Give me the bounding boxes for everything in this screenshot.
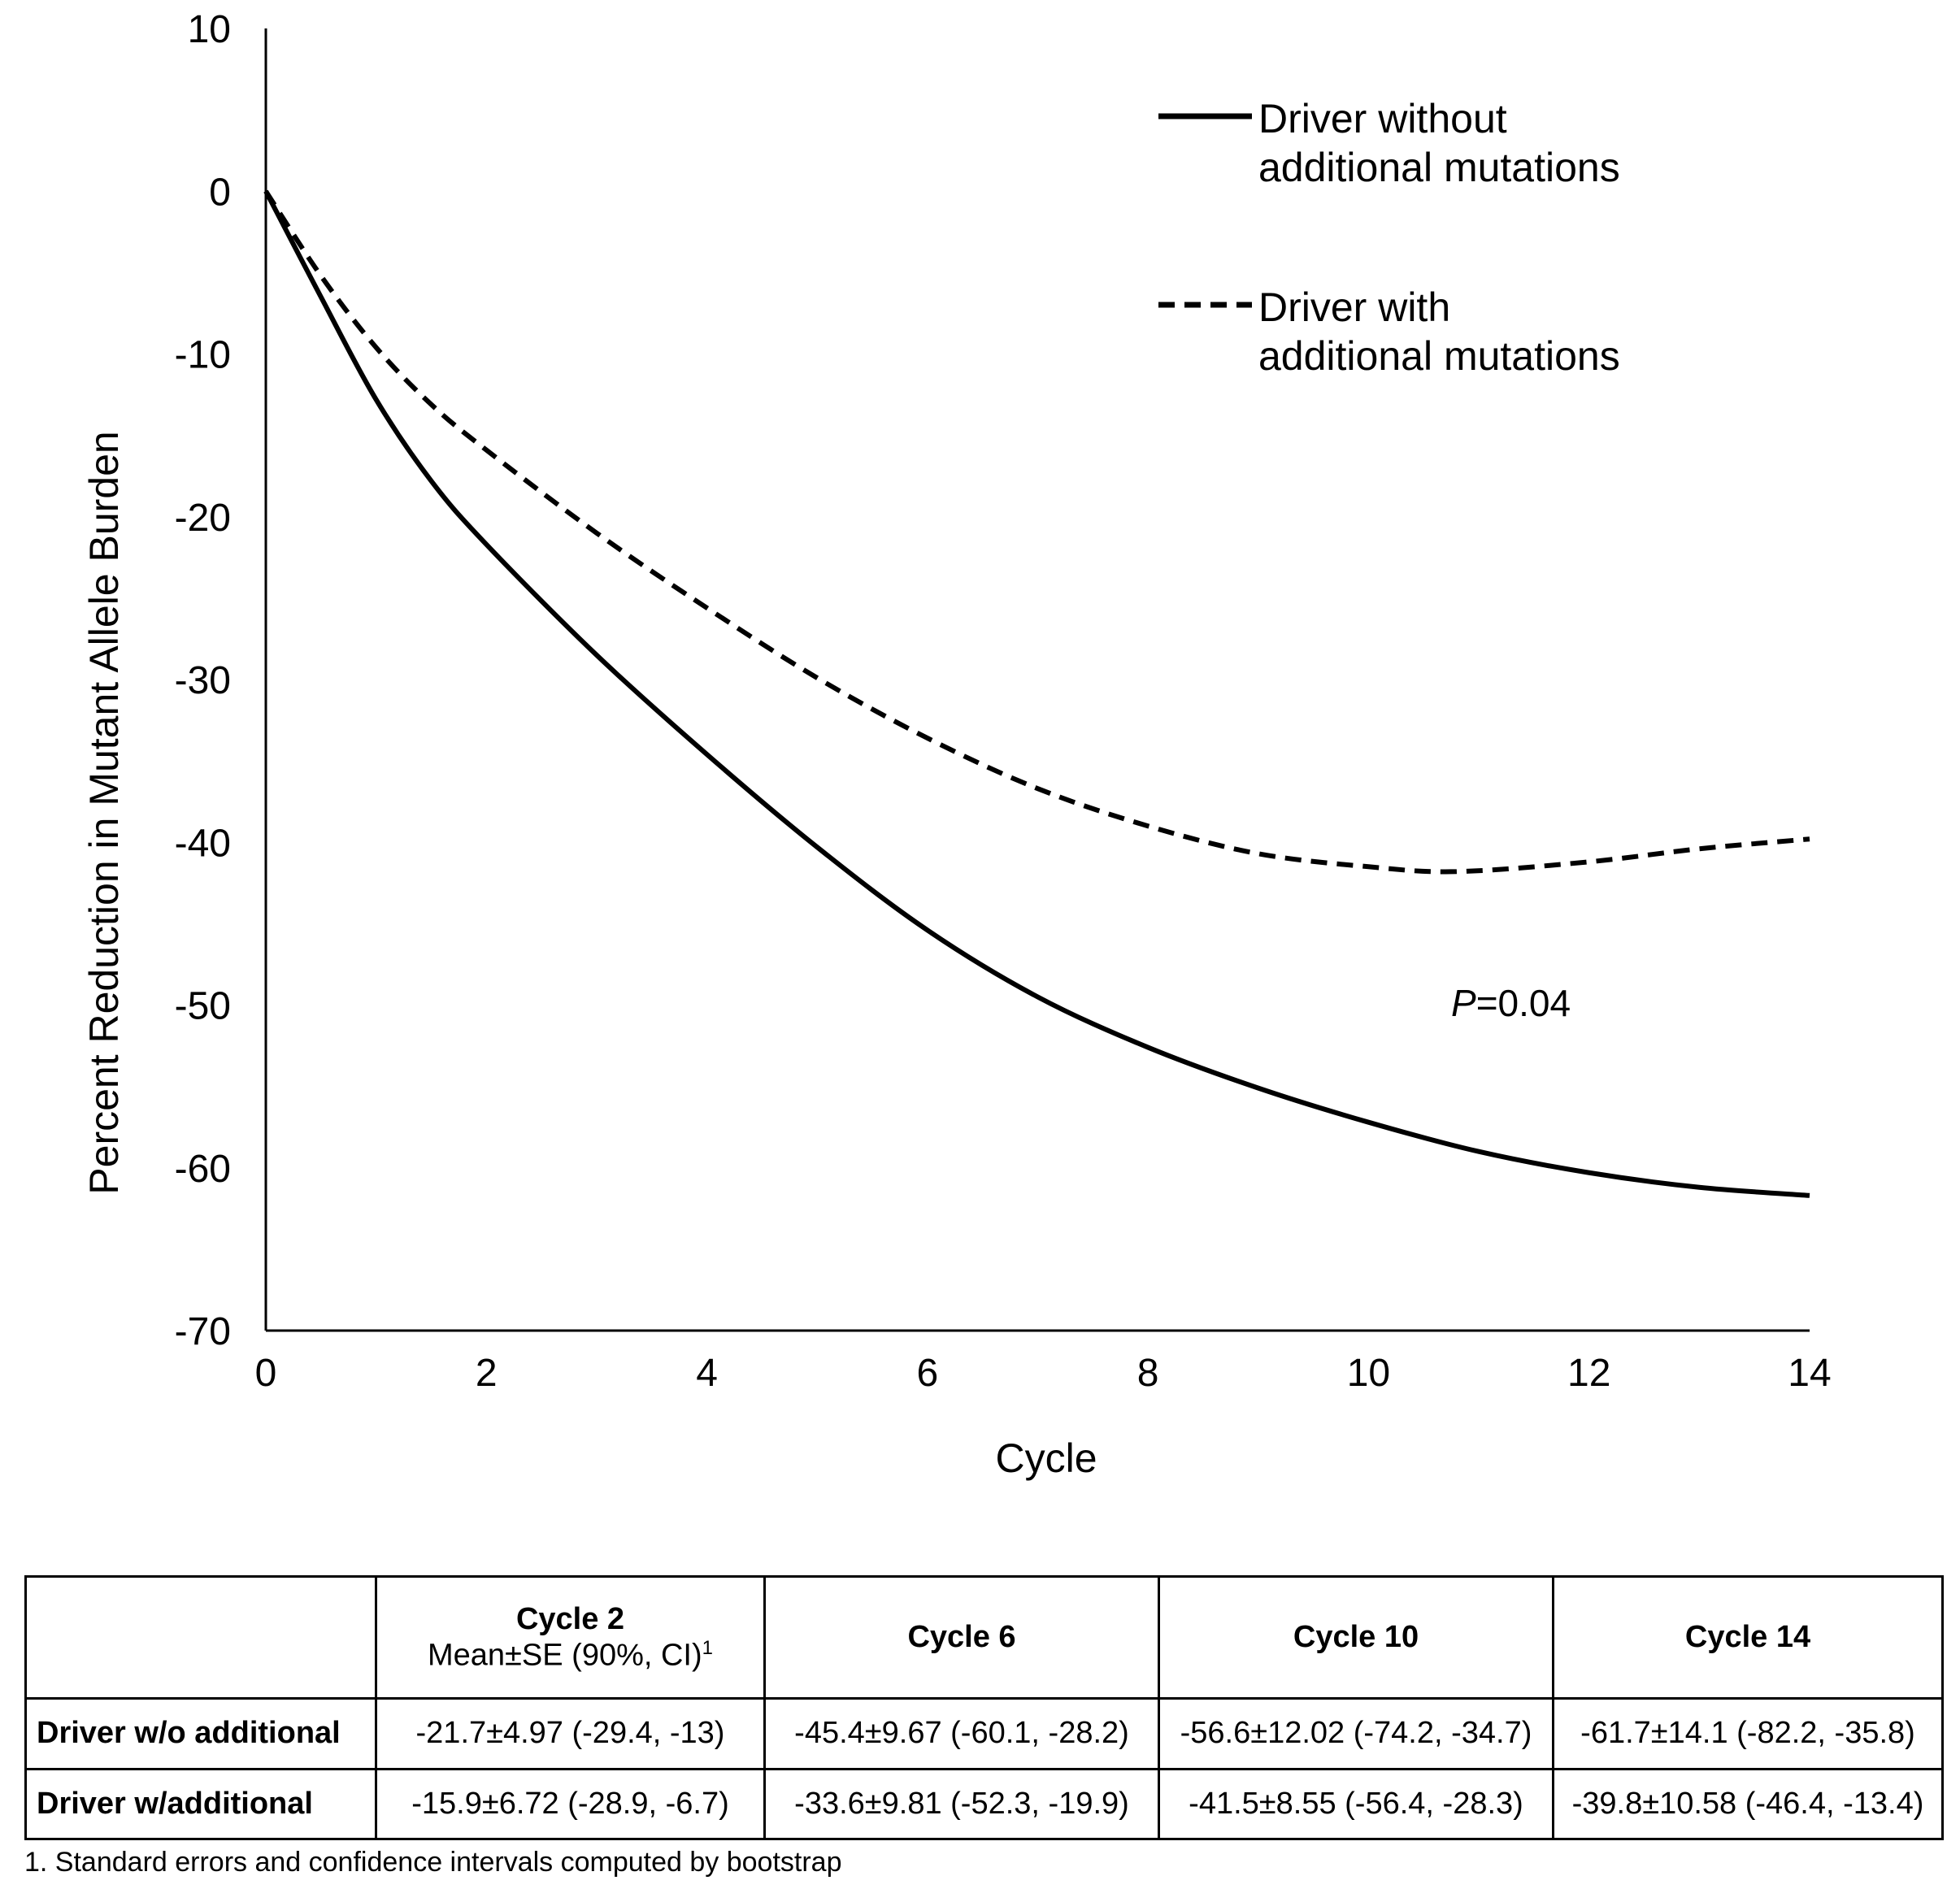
table-row-label: Driver w/o additional — [24, 1697, 377, 1770]
series-line-with-additional — [263, 189, 1810, 875]
footnote-marker: 1 — [702, 1636, 713, 1659]
legend-label-dashed-line1: Driver with — [1258, 284, 1450, 330]
y-tick-label: -60 — [175, 1148, 231, 1191]
x-axis-ticks: 0 2 4 6 8 10 12 14 — [255, 1352, 1832, 1395]
table-header-title: Cycle 2 — [515, 1601, 625, 1636]
table-cell: -41.5±8.55 (-56.4, -28.3) — [1158, 1767, 1554, 1840]
p-value-italic: P — [1451, 982, 1476, 1024]
table-header-cycle-10: Cycle 10 — [1158, 1575, 1554, 1700]
line-chart: 10 0 -10 -20 -30 -40 -50 -60 -70 0 2 4 6 8 10 12 14 Per… — [81, 8, 1832, 1481]
table-cell: -61.7±14.1 (-82.2, -35.8) — [1552, 1697, 1944, 1770]
y-tick-label: -70 — [175, 1310, 231, 1353]
legend-label-dashed-line2: additional mutations — [1258, 333, 1620, 379]
summary-table: Cycle 2 Mean±SE (90%, CI)1 Cycle 6 Cycle… — [24, 1575, 1944, 1840]
table-row: Driver w/o additional -21.7±4.97 (-29.4,… — [24, 1697, 1944, 1770]
x-tick-label: 0 — [255, 1352, 277, 1395]
y-tick-label: -10 — [175, 334, 231, 377]
footnote: 1. Standard errors and confidence interv… — [24, 1847, 842, 1878]
y-tick-label: -50 — [175, 985, 231, 1028]
p-value-text: =0.04 — [1476, 982, 1571, 1024]
table-header-row: Cycle 2 Mean±SE (90%, CI)1 Cycle 6 Cycle… — [24, 1575, 1944, 1700]
table-header-subtitle-text: Mean±SE (90%, CI) — [428, 1638, 702, 1673]
y-tick-label: -20 — [175, 497, 231, 540]
table-row: Driver w/additional -15.9±6.72 (-28.9, -… — [24, 1767, 1944, 1840]
table-cell: -56.6±12.02 (-74.2, -34.7) — [1158, 1697, 1554, 1770]
table-cell: -15.9±6.72 (-28.9, -6.7) — [375, 1767, 766, 1840]
y-axis-title: Percent Reduction in Mutant Allele Burde… — [81, 431, 127, 1194]
x-tick-label: 14 — [1788, 1352, 1831, 1395]
x-tick-label: 10 — [1347, 1352, 1390, 1395]
table-cell: -21.7±4.97 (-29.4, -13) — [375, 1697, 766, 1770]
y-tick-label: 10 — [188, 8, 231, 51]
series-lines — [263, 189, 1810, 1198]
table-cell: -33.6±9.81 (-52.3, -19.9) — [763, 1767, 1160, 1840]
table-header-cycle-6: Cycle 6 — [763, 1575, 1160, 1700]
x-tick-label: 6 — [917, 1352, 939, 1395]
y-tick-label: -40 — [175, 822, 231, 865]
x-tick-label: 2 — [476, 1352, 498, 1395]
x-axis-title: Cycle — [995, 1435, 1097, 1481]
legend-label-solid-line2: additional mutations — [1258, 145, 1620, 190]
table-cell: -45.4±9.67 (-60.1, -28.2) — [763, 1697, 1160, 1770]
legend-label-solid-line1: Driver without — [1258, 96, 1507, 141]
x-tick-label: 4 — [696, 1352, 718, 1395]
series-line-without-additional — [263, 189, 1810, 1198]
legend: Driver without additional mutations Driv… — [1158, 96, 1620, 379]
table-header-empty — [24, 1575, 377, 1700]
table-header-subtitle: Mean±SE (90%, CI)1 — [380, 1637, 760, 1674]
x-tick-label: 12 — [1567, 1352, 1610, 1395]
p-value-annotation: P=0.04 — [1451, 982, 1571, 1024]
x-tick-label: 8 — [1137, 1352, 1159, 1395]
table-row-label: Driver w/additional — [24, 1767, 377, 1840]
y-tick-label: -30 — [175, 659, 231, 702]
table-header-cycle-14: Cycle 14 — [1552, 1575, 1944, 1700]
y-tick-label: 0 — [209, 171, 231, 214]
table-cell: -39.8±10.58 (-46.4, -13.4) — [1552, 1767, 1944, 1840]
y-axis-ticks: 10 0 -10 -20 -30 -40 -50 -60 -70 — [175, 8, 231, 1353]
table-header-cycle-2: Cycle 2 Mean±SE (90%, CI)1 — [375, 1575, 766, 1700]
